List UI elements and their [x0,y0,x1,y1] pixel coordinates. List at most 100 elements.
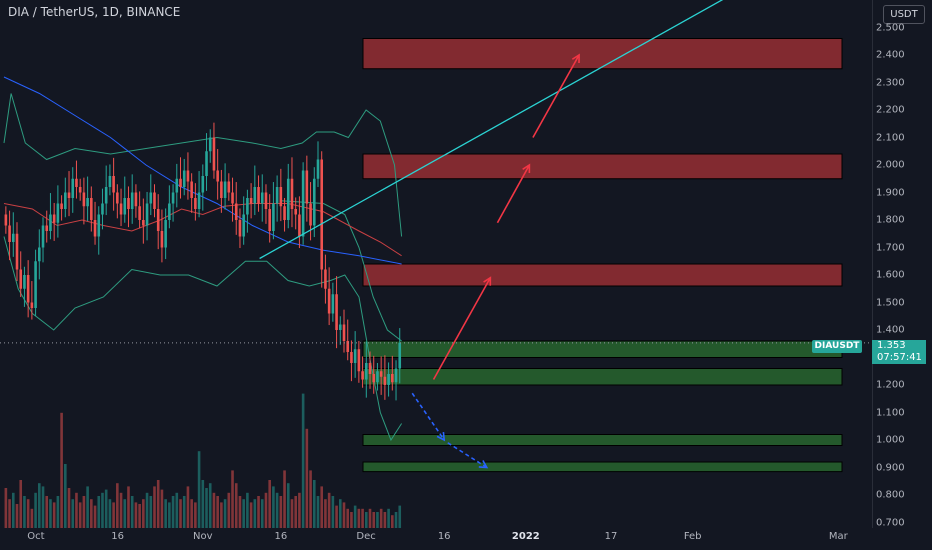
candle-body [149,192,153,204]
candle-body [26,275,30,303]
projection-arrow-up [432,277,492,380]
candle-body [127,198,130,209]
volume-bar [145,492,149,528]
candle-body [220,181,223,198]
y-tick-label: 1.200 [876,379,905,391]
drawings-layer [259,0,724,469]
candle-body [52,214,56,223]
volume-bar [294,496,297,528]
volume-bar [190,499,193,528]
candle-body [379,371,383,377]
volume-bar [11,492,15,528]
candle-body [353,349,357,363]
candle-body [301,170,305,237]
volume-bar [90,499,93,528]
volume-bar [201,480,205,528]
volume-bar [41,486,45,528]
y-tick-label: 1.500 [876,297,905,308]
candle-body [4,214,8,226]
volume-bar [67,488,71,528]
volume-bar [350,512,353,528]
candle-body [23,275,26,289]
candle-body [272,203,275,231]
volume-bar [279,496,283,528]
volume-bar [264,492,268,528]
last-price-value: 1.353 [877,340,906,351]
support-zone [362,461,843,473]
volume-bar [272,486,275,528]
candle-body [290,178,294,209]
volume-bar [391,515,394,528]
x-tick-label: Mar [828,531,848,542]
volume-bar [82,496,86,528]
volume-bar [127,486,130,528]
volume-bar [15,504,19,528]
x-tick-label: Feb [683,531,702,542]
bar-countdown: 07:57:41 [877,352,922,363]
candle-body [208,137,212,152]
candle-body [93,220,97,237]
volume-bar [220,502,223,528]
candle-body [316,159,320,179]
volume-bar [101,492,104,528]
volume-bar [335,505,338,528]
projection-arrow-down-head [436,431,446,442]
candle-body [49,214,52,231]
volume-bar [253,499,257,528]
projection-arrow-up-head [571,53,580,64]
volume-bar [56,496,60,528]
volume-bar [38,483,41,528]
candle-body [186,170,190,182]
volume-bar [312,480,316,528]
volume-bar [34,492,37,528]
candle-body [11,233,15,242]
volume-bar [327,492,331,528]
volume-bar [23,496,26,528]
volume-bar [93,505,97,528]
candle-body [227,181,231,193]
volume-bar [205,488,208,528]
currency-badge[interactable]: USDT [883,5,925,24]
volume-bar [197,451,201,528]
bollinger-lower [3,236,403,442]
candle-body [283,206,286,220]
x-tick-label: Oct [27,531,45,542]
volume-bar [182,496,186,528]
candle-body [279,187,283,207]
volume-bar [324,499,327,528]
candle-body [383,376,387,385]
volume-bar [71,499,75,528]
volume-bar [171,496,175,528]
volume-layer [4,393,402,528]
volume-bar [246,492,249,528]
candle-body [138,206,141,220]
y-tick-label: 2.200 [876,104,905,116]
volume-bar [75,492,78,528]
volume-bar [179,499,182,528]
candle-body [238,220,242,237]
candle-body [327,288,331,314]
resistance-zone [362,153,843,180]
candle-body [82,192,86,207]
candle-body [357,349,361,372]
candle-body [64,192,67,209]
candle-body [275,187,279,204]
moving-average-red [3,203,402,257]
volume-bar [368,508,372,528]
volume-bar [30,508,34,528]
volume-bar [223,499,227,528]
y-tick-label: 2.400 [876,49,905,61]
candle-body [260,192,264,204]
candle-body [97,214,101,237]
candle-body [286,178,290,220]
candle-body [342,324,346,341]
candle-body [160,231,164,248]
projection-arrow-up [496,164,531,224]
y-tick-label: 0.900 [876,462,905,473]
volume-bar [316,496,320,528]
y-tick-label: 0.700 [876,517,905,528]
volume-bar [104,489,108,528]
volume-bar [97,496,101,528]
candle-body [253,187,257,204]
